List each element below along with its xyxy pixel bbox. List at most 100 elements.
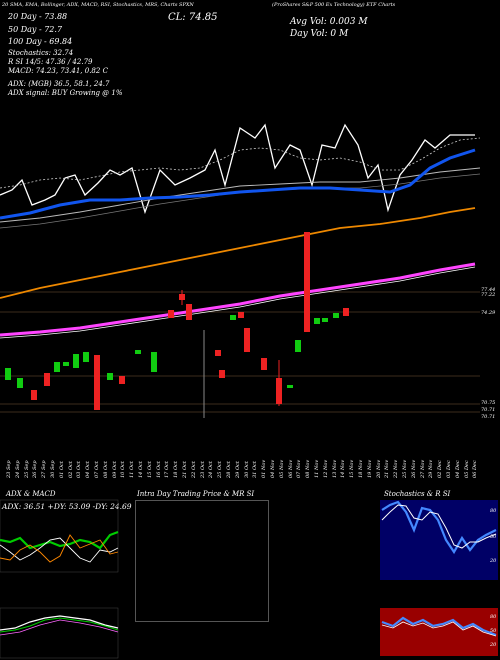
candle-15 — [186, 304, 192, 320]
price-label-6: 70.71 — [481, 414, 496, 420]
price-label-2: 77.22 — [481, 292, 496, 298]
candle-7 — [83, 352, 89, 362]
stoch-tick-80: 80 — [490, 508, 497, 514]
bollinger-inner-line — [0, 266, 476, 339]
intraday-panel: Intra Day Trading Price & MR SI — [127, 490, 372, 660]
price-label-4: 70.75 — [481, 400, 496, 406]
x-axis-label: 31 Oct — [252, 461, 259, 478]
candle-11 — [135, 350, 141, 354]
rsi-line — [381, 616, 497, 637]
stoch-tick-20: 20 — [490, 558, 497, 564]
x-axis-label: 11 Nov — [314, 459, 320, 478]
close-price: CL: 74.85 — [168, 12, 218, 23]
x-axis-label: 14 Nov — [340, 459, 347, 478]
adx-signal-label: ADX signal: BUY Growing @ 1% — [8, 89, 123, 97]
x-axis-label: 01 Nov — [261, 459, 268, 478]
plus-dy-line — [0, 537, 119, 563]
candle-25 — [304, 232, 310, 332]
x-axis-label: 30 Oct — [243, 461, 250, 478]
candle-29 — [343, 308, 349, 316]
x-axis-label: 25 Sep — [23, 460, 30, 478]
candle-21 — [261, 358, 267, 370]
adx-chart — [0, 499, 119, 659]
x-axis-label: 03 Dec — [446, 460, 452, 478]
x-axis-label: 15 Oct — [146, 461, 153, 478]
candle-9 — [107, 373, 113, 380]
x-axis-label: 26 Nov — [410, 459, 417, 478]
x-axis-label: 23 Sep — [6, 460, 12, 478]
x-axis-label: 17 Oct — [164, 461, 171, 478]
macd-histogram-line — [0, 619, 119, 636]
rsi-tick-50: 50 — [490, 628, 497, 634]
candle-3 — [44, 373, 50, 386]
sma20-line — [0, 148, 476, 220]
candle-4 — [54, 362, 60, 372]
adx-line — [0, 530, 119, 550]
intraday-chart-area — [135, 500, 269, 622]
stoch-panel-title: Stochastics & R SI — [384, 490, 451, 498]
x-axis-label: 14 Oct — [138, 461, 144, 478]
x-axis-label: 22 Nov — [393, 459, 400, 478]
x-axis-label: 22 Oct — [190, 461, 197, 478]
x-axis-label: 28 Oct — [226, 461, 232, 478]
x-axis-label: 07 Nov — [296, 459, 303, 478]
x-axis-label: 30 Sep — [50, 460, 56, 478]
x-axis-label: 02 Dec — [437, 460, 444, 478]
x-axis-label: 24 Sep — [14, 460, 21, 478]
candle-26 — [314, 318, 320, 324]
x-axis-label: 05 Nov — [278, 459, 285, 478]
x-axis-label: 09 Oct — [111, 461, 118, 478]
x-axis-label: 18 Oct — [173, 461, 180, 478]
stoch-rsi-panel: Stochastics & R SI 80 50 20 80 50 20 — [378, 490, 500, 660]
x-axis-label: 11 Oct — [129, 461, 136, 478]
candle-27 — [322, 318, 328, 322]
x-axis-label: 21 Oct — [182, 461, 188, 478]
x-axis-label: 04 Dec — [454, 460, 461, 478]
x-axis-label: 07 Oct — [94, 461, 100, 478]
x-axis-label: 08 Oct — [102, 461, 109, 478]
candle-5 — [63, 362, 69, 366]
candle-28 — [333, 313, 339, 318]
x-axis-label: 12 Nov — [322, 459, 329, 478]
x-axis-label: 06 Dec — [472, 460, 479, 478]
stoch-d-line — [381, 504, 497, 549]
x-axis-label: 06 Nov — [287, 459, 294, 478]
macd-signal-line — [0, 617, 119, 633]
bollinger-lower-line — [0, 262, 476, 337]
x-axis-label: 13 Nov — [331, 459, 338, 478]
candle-24 — [295, 340, 301, 352]
ema-dotted-line — [0, 137, 481, 189]
bollinger-upper-line — [0, 167, 481, 223]
x-axis-label: 24 Oct — [208, 461, 215, 478]
rsi-tick-80: 80 — [490, 614, 497, 620]
sma20-label: 20 Day - 73.88 — [8, 12, 68, 21]
candle-0 — [5, 368, 11, 380]
price-label-3: 74.29 — [481, 310, 496, 316]
candle-19 — [238, 312, 244, 318]
x-axis-label: 25 Oct — [217, 461, 224, 478]
macd-label: MACD: 74.23, 73.41, 0.82 C — [8, 67, 108, 75]
adx-macd-panel: ADX & MACD ADX: 36.51 +DY: 53.09 -DY: 24… — [0, 490, 132, 660]
x-axis-label: 27 Nov — [419, 459, 426, 478]
indicator-lines — [0, 123, 481, 339]
x-axis-label: 03 Oct — [76, 461, 83, 478]
x-axis-label: 27 Sep — [41, 460, 48, 478]
rsi-tick-20: 20 — [490, 642, 497, 648]
main-price-chart — [0, 123, 481, 418]
sma50-label: 50 Day - 72.7 — [8, 25, 63, 34]
x-axis-label: 29 Nov — [428, 459, 435, 478]
intraday-panel-title: Intra Day Trading Price & MR SI — [137, 490, 255, 498]
x-axis-label: 10 Oct — [120, 461, 127, 478]
x-axis-label: 23 Oct — [199, 461, 206, 478]
candle-8 — [94, 355, 100, 410]
price-line — [0, 123, 475, 215]
rsi-label: R SI 14/5: 47.36 / 42.79 — [8, 58, 93, 66]
x-axis-label: 18 Nov — [358, 459, 364, 478]
price-label-5: 70.71 — [481, 407, 496, 413]
macd-line — [0, 615, 119, 631]
x-axis-label: 15 Nov — [349, 459, 356, 478]
sma50-line — [0, 207, 476, 299]
x-axis-label: 01 Oct — [58, 461, 65, 478]
price-label-1: 77.44 — [481, 287, 496, 293]
candle-23 — [287, 385, 293, 388]
